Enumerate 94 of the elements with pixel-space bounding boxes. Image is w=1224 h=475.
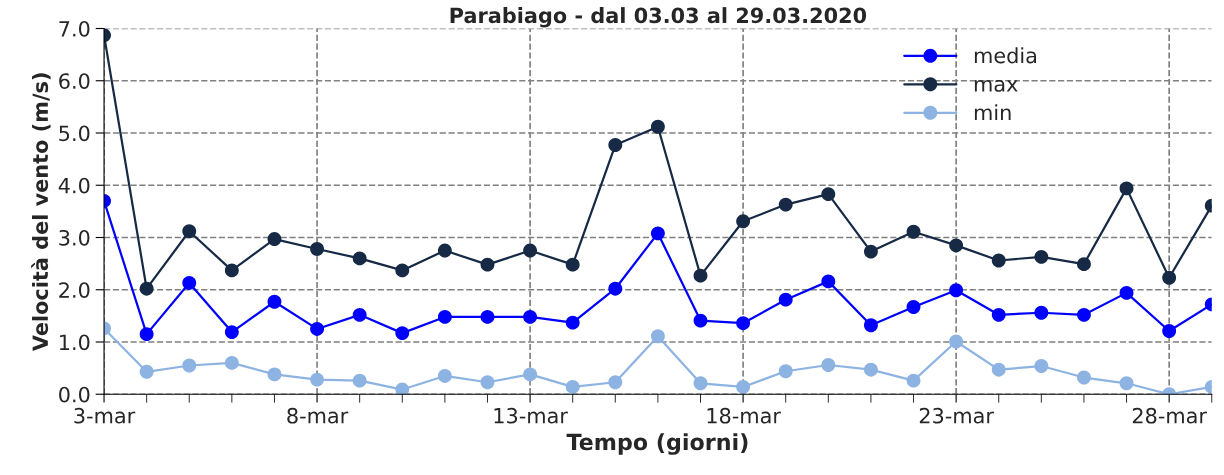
point xyxy=(1119,181,1134,196)
point xyxy=(1119,376,1134,391)
point xyxy=(906,224,921,239)
point xyxy=(1077,307,1091,322)
point xyxy=(1077,257,1091,272)
point xyxy=(650,329,665,344)
x-tick-label: 28-mar xyxy=(1132,407,1207,424)
point xyxy=(395,263,410,278)
y-tick-label: 1.0 xyxy=(60,334,90,351)
point xyxy=(608,375,623,390)
point xyxy=(523,309,538,324)
point xyxy=(310,372,325,387)
point xyxy=(693,268,708,283)
point xyxy=(310,321,325,336)
point xyxy=(821,187,836,202)
point xyxy=(480,375,495,390)
y-tick-label: 6.0 xyxy=(59,73,90,89)
point xyxy=(778,364,793,379)
point xyxy=(1077,370,1091,385)
point xyxy=(1162,324,1177,338)
point xyxy=(224,355,239,370)
point xyxy=(565,379,580,394)
point xyxy=(1162,270,1177,285)
point xyxy=(480,309,495,324)
point xyxy=(267,232,282,247)
point xyxy=(863,244,878,259)
point xyxy=(863,318,878,333)
point xyxy=(182,276,197,290)
point xyxy=(608,281,623,296)
legend-label: max xyxy=(974,79,1018,92)
x-tick-label: 8-mar xyxy=(287,407,349,424)
point xyxy=(310,242,325,256)
x-axis-title: Tempo (giorni) xyxy=(566,433,748,455)
point xyxy=(352,307,367,322)
x-tick-label: 23-mar xyxy=(919,407,994,424)
point xyxy=(863,362,878,377)
point xyxy=(821,274,836,289)
y-axis-title: Velocità del vento (m/s) xyxy=(31,73,51,352)
point xyxy=(437,369,452,383)
point xyxy=(906,300,921,314)
point xyxy=(693,376,708,391)
point xyxy=(693,313,708,328)
point xyxy=(736,316,751,331)
y-tick-label: 3.0 xyxy=(59,229,90,246)
point xyxy=(1034,249,1049,264)
point xyxy=(1034,359,1049,373)
point xyxy=(565,315,580,330)
point xyxy=(736,214,751,229)
legend-label: media xyxy=(974,47,1037,64)
point xyxy=(949,334,964,349)
point xyxy=(523,243,538,258)
point xyxy=(395,382,410,395)
y-tick-label: 5.0 xyxy=(59,125,90,142)
point xyxy=(991,253,1006,268)
x-tick-label: 13-mar xyxy=(494,407,568,424)
point xyxy=(437,309,452,324)
point xyxy=(565,257,580,272)
point xyxy=(224,325,239,340)
y-tick-label: 4.0 xyxy=(58,177,90,194)
point xyxy=(267,367,282,382)
x-tick-label: 18-mar xyxy=(707,407,781,424)
y-tick-label: 0.0 xyxy=(59,386,90,403)
point xyxy=(906,373,921,388)
point xyxy=(949,238,964,253)
y-tick-label: 7.0 xyxy=(59,20,90,37)
x-tick-label: 3-mar xyxy=(74,407,136,424)
point xyxy=(991,362,1006,377)
point xyxy=(650,226,665,241)
point xyxy=(608,138,623,152)
legend-label: min xyxy=(974,104,1011,121)
point xyxy=(736,379,751,394)
point xyxy=(1034,305,1049,320)
point xyxy=(949,283,964,298)
point xyxy=(224,263,239,278)
point xyxy=(650,119,665,134)
point xyxy=(395,326,410,341)
chart-title: Parabiago - dal 03.03 al 29.03.2020 xyxy=(450,7,867,28)
point xyxy=(437,243,452,258)
point xyxy=(480,257,495,272)
point xyxy=(139,364,154,379)
point xyxy=(523,367,538,382)
point xyxy=(352,373,367,388)
point xyxy=(991,307,1006,322)
point xyxy=(778,292,793,307)
point xyxy=(352,251,367,266)
point xyxy=(139,327,154,342)
point xyxy=(139,281,154,296)
point xyxy=(267,294,282,309)
point xyxy=(182,358,197,373)
point xyxy=(1119,285,1134,300)
point xyxy=(821,358,836,372)
point xyxy=(778,197,793,212)
y-tick-label: 2.0 xyxy=(59,282,90,298)
point xyxy=(182,224,197,239)
